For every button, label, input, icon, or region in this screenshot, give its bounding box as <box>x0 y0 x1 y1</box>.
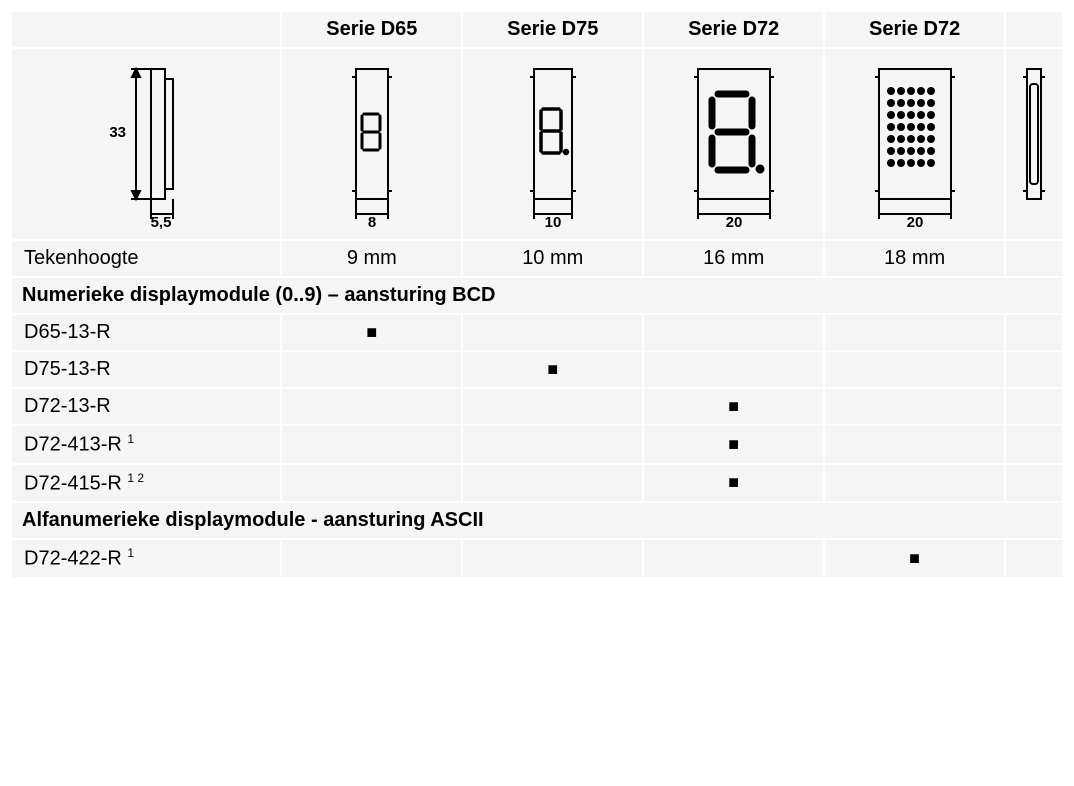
table-row: D72-413-R 1 ■ <box>12 426 1062 463</box>
img-col2-cell: 10 <box>463 49 642 239</box>
row-mark: ■ <box>644 426 823 463</box>
img-col1-width: 8 <box>368 214 376 229</box>
row-empty <box>1006 465 1062 502</box>
row-mark <box>282 540 461 577</box>
row-mark <box>282 465 461 502</box>
module-side-slim-icon <box>1017 59 1051 229</box>
tekenhoogte-val-1: 9 mm <box>282 241 461 276</box>
row-mark <box>463 315 642 350</box>
header-row: Serie D65 Serie D75 Serie D72 Serie D72 <box>12 12 1062 47</box>
row-mark <box>282 426 461 463</box>
row-label: D75-13-R <box>12 352 280 387</box>
side-dim-w: 5,5 <box>151 214 172 229</box>
row-mark <box>463 426 642 463</box>
row-mark: ■ <box>644 465 823 502</box>
section-title-row: Alfanumerieke displaymodule - aansturing… <box>12 503 1062 538</box>
header-empty <box>12 12 280 47</box>
row-mark <box>644 352 823 387</box>
header-col-4: Serie D72 <box>825 12 1004 47</box>
row-mark <box>825 389 1004 424</box>
row-mark <box>825 426 1004 463</box>
section-title: Numerieke displaymodule (0..9) – aanstur… <box>12 278 1062 313</box>
side-profile-icon: 33 5,5 <box>91 59 201 229</box>
img-col4-width: 20 <box>906 214 923 229</box>
header-col-2: Serie D75 <box>463 12 642 47</box>
img-col4-cell: 20 <box>825 49 1004 239</box>
table-row: D75-13-R ■ <box>12 352 1062 387</box>
row-label: D72-13-R <box>12 389 280 424</box>
row-mark <box>463 540 642 577</box>
tekenhoogte-val-2: 10 mm <box>463 241 642 276</box>
row-empty <box>1006 315 1062 350</box>
section-title: Alfanumerieke displaymodule - aansturing… <box>12 503 1062 538</box>
row-mark <box>644 315 823 350</box>
img-col3-cell: 20 <box>644 49 823 239</box>
table-row: D72-13-R ■ <box>12 389 1062 424</box>
header-col-3: Serie D72 <box>644 12 823 47</box>
module-dotmatrix-icon: 20 <box>865 59 965 229</box>
module-7seg-10-icon: 10 <box>518 59 588 229</box>
row-mark <box>825 352 1004 387</box>
module-7seg-small-icon: 8 <box>342 59 402 229</box>
row-empty <box>1006 352 1062 387</box>
row-empty <box>1006 540 1062 577</box>
row-label: D72-422-R 1 <box>12 540 280 577</box>
row-mark <box>644 540 823 577</box>
header-col-5 <box>1006 12 1062 47</box>
table-row: D65-13-R■ <box>12 315 1062 350</box>
row-mark: ■ <box>463 352 642 387</box>
tekenhoogte-val-4: 18 mm <box>825 241 1004 276</box>
row-mark <box>282 389 461 424</box>
row-mark: ■ <box>825 540 1004 577</box>
row-mark: ■ <box>644 389 823 424</box>
img-col2-width: 10 <box>544 214 561 229</box>
tekenhoogte-label: Tekenhoogte <box>12 241 280 276</box>
row-mark: ■ <box>282 315 461 350</box>
row-empty <box>1006 426 1062 463</box>
tekenhoogte-row: Tekenhoogte 9 mm 10 mm 16 mm 18 mm <box>12 241 1062 276</box>
dot-grid <box>887 87 935 167</box>
row-label: D65-13-R <box>12 315 280 350</box>
side-dim-h: 33 <box>110 124 127 141</box>
img-side-profile-cell: 33 5,5 <box>12 49 280 239</box>
row-label: D72-413-R 1 <box>12 426 280 463</box>
section-title-row: Numerieke displaymodule (0..9) – aanstur… <box>12 278 1062 313</box>
image-row: 33 5,5 <box>12 49 1062 239</box>
tekenhoogte-val-5 <box>1006 241 1062 276</box>
row-mark <box>463 465 642 502</box>
row-mark <box>463 389 642 424</box>
tekenhoogte-val-3: 16 mm <box>644 241 823 276</box>
row-empty <box>1006 389 1062 424</box>
img-col3-width: 20 <box>725 214 742 229</box>
header-col-1: Serie D65 <box>282 12 461 47</box>
table-row: D72-415-R 1 2 ■ <box>12 465 1062 502</box>
row-mark <box>825 465 1004 502</box>
table-row: D72-422-R 1 ■ <box>12 540 1062 577</box>
module-7seg-large-icon: 20 <box>684 59 784 229</box>
row-label: D72-415-R 1 2 <box>12 465 280 502</box>
row-mark <box>282 352 461 387</box>
img-col5-cell <box>1006 49 1062 239</box>
display-module-table: Serie D65 Serie D75 Serie D72 Serie D72 <box>10 10 1064 579</box>
row-mark <box>825 315 1004 350</box>
img-col1-cell: 8 <box>282 49 461 239</box>
